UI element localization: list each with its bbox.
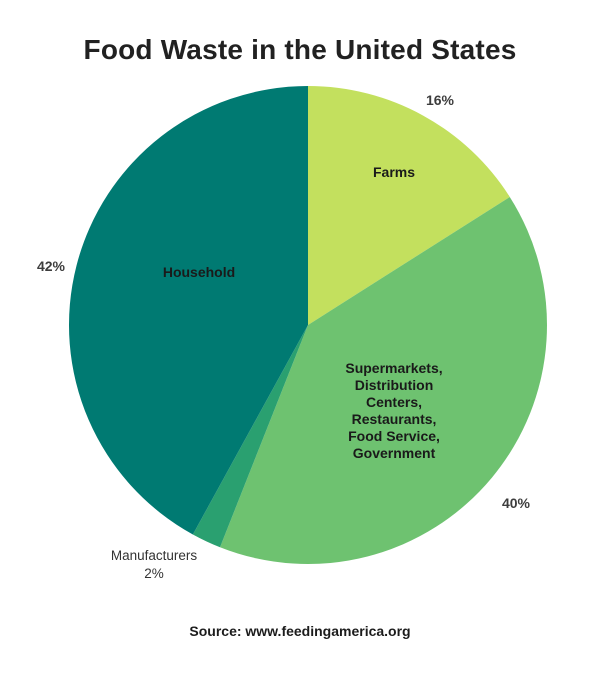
percent-label-supermarkets: 40% — [501, 495, 531, 511]
pie-slice-farms — [308, 86, 510, 325]
pie-slice-manufacturers — [192, 325, 308, 548]
percent-label-household: 42% — [36, 258, 66, 274]
slice-label-manufacturers: Manufacturers — [110, 548, 198, 563]
slice-label-supermarkets: Supermarkets, Distribution Centers, Rest… — [345, 360, 443, 461]
chart-title: Food Waste in the United States — [83, 34, 517, 65]
slice-label-household: Household — [162, 264, 236, 280]
slice-label-farms: Farms — [372, 164, 416, 180]
percent-label-farms: 16% — [425, 92, 455, 108]
percent-label-manufacturers: 2% — [144, 566, 164, 581]
source-text: Source: www.feedingamerica.org — [189, 623, 411, 639]
label-block-manufacturers: Manufacturers 2% — [111, 547, 197, 583]
pie-slice-supermarkets — [220, 196, 547, 565]
pie-slice-household — [68, 86, 308, 535]
